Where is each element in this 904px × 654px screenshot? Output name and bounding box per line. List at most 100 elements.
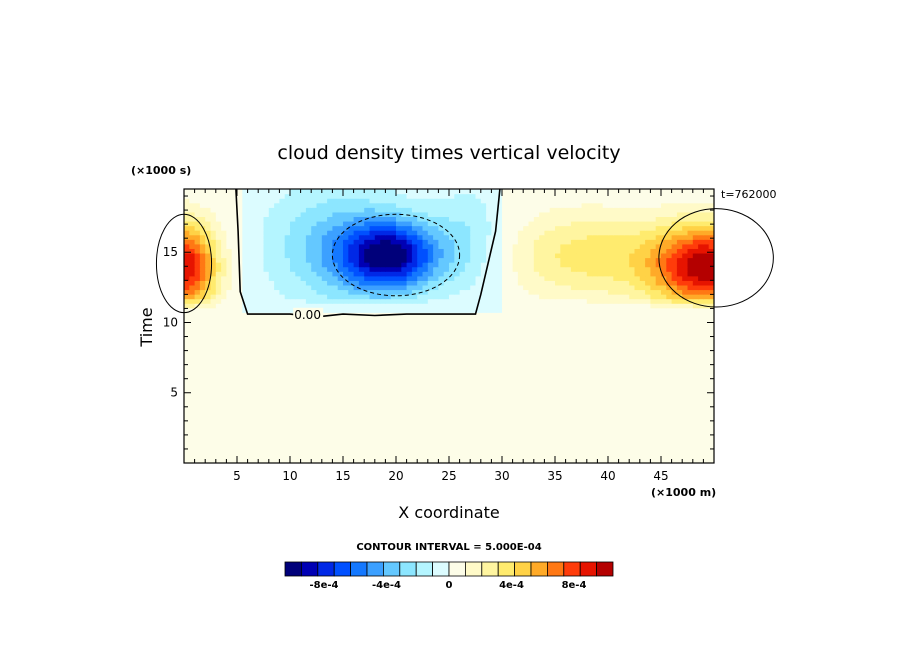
heatmap-cell	[237, 202, 243, 208]
heatmap-cell	[629, 225, 636, 231]
heatmap-cell	[252, 248, 259, 254]
heatmap-cell	[613, 266, 620, 272]
heatmap-cell	[380, 225, 386, 231]
heatmap-cell	[184, 298, 190, 304]
heatmap-cell	[364, 230, 371, 236]
heatmap-cell	[369, 202, 376, 208]
heatmap-cell	[401, 239, 408, 245]
heatmap-cell	[592, 298, 598, 304]
heatmap-cell	[570, 298, 577, 304]
heatmap-cell	[454, 202, 461, 208]
heatmap-cell	[427, 239, 434, 245]
heatmap-cell	[517, 198, 524, 204]
heatmap-cell	[247, 316, 254, 323]
colorbar-swatch	[317, 561, 335, 577]
heatmap-cell	[321, 257, 328, 263]
heatmap-cell	[427, 211, 434, 217]
heatmap-cell	[321, 230, 328, 236]
heatmap-cell	[237, 303, 243, 309]
heatmap-cell	[406, 207, 413, 213]
heatmap-cell	[205, 230, 212, 236]
heatmap-cell	[528, 234, 535, 240]
heatmap-cell	[687, 198, 694, 204]
heatmap-cell	[316, 216, 323, 222]
heatmap-cell	[486, 207, 492, 213]
heatmap-cell	[539, 225, 545, 231]
heatmap-cell	[565, 243, 572, 249]
heatmap-cell	[449, 216, 455, 222]
heatmap-cell	[623, 225, 630, 231]
heatmap-cell	[305, 298, 312, 304]
heatmap-cell	[358, 207, 365, 213]
heatmap-cell	[459, 316, 466, 323]
heatmap-cell	[231, 239, 238, 245]
heatmap-cell	[449, 257, 455, 263]
heatmap-cell	[512, 294, 519, 300]
heatmap-cell	[597, 243, 604, 249]
heatmap-cell	[459, 216, 466, 222]
heatmap-cell	[692, 312, 699, 318]
heatmap-cell	[411, 216, 418, 222]
heatmap-cell	[231, 207, 238, 213]
heatmap-cell	[692, 225, 699, 231]
heatmap-cell	[523, 307, 530, 313]
heatmap-cell	[274, 211, 280, 217]
heatmap-cell	[184, 307, 190, 313]
heatmap-cell	[295, 266, 302, 272]
heatmap-cell	[698, 280, 704, 286]
heatmap-cell	[210, 289, 217, 295]
heatmap-cell	[634, 207, 641, 213]
heatmap-cell	[608, 298, 614, 304]
heatmap-cell	[252, 207, 259, 213]
heatmap-cell	[708, 262, 714, 268]
heatmap-cell	[491, 298, 498, 304]
heatmap-cell	[459, 239, 466, 245]
heatmap-cell	[486, 307, 492, 313]
heatmap-cell	[549, 230, 556, 236]
heatmap-cell	[613, 262, 620, 268]
heatmap-cell	[194, 289, 201, 295]
heatmap-cell	[290, 271, 296, 277]
heatmap-cell	[369, 252, 376, 259]
heatmap-cell	[374, 243, 381, 249]
heatmap-cell	[210, 262, 217, 268]
heatmap-cell	[613, 202, 620, 208]
heatmap-cell	[597, 198, 604, 204]
heatmap-cell	[634, 316, 641, 323]
heatmap-cell	[602, 262, 609, 268]
heatmap-cell	[290, 266, 296, 272]
heatmap-cell	[475, 316, 482, 323]
heatmap-cell	[205, 211, 212, 217]
heatmap-cell	[708, 243, 714, 249]
heatmap-cell	[464, 257, 471, 263]
heatmap-cell	[258, 207, 265, 213]
heatmap-cell	[475, 262, 482, 268]
heatmap-cell	[645, 312, 651, 318]
heatmap-cell	[597, 303, 604, 309]
heatmap-cell	[523, 262, 530, 268]
heatmap-cell	[570, 207, 577, 213]
heatmap-cell	[676, 211, 683, 217]
heatmap-cell	[480, 298, 487, 304]
heatmap-cell	[369, 243, 376, 249]
heatmap-cell	[438, 211, 445, 217]
heatmap-cell	[252, 230, 259, 236]
heatmap-cell	[560, 252, 567, 259]
heatmap-cell	[348, 216, 355, 222]
heatmap-cell	[555, 220, 561, 227]
heatmap-cell	[199, 298, 206, 304]
heatmap-cell	[576, 234, 583, 240]
heatmap-cell	[268, 220, 275, 227]
heatmap-cell	[226, 257, 233, 263]
heatmap-cell	[205, 239, 212, 245]
heatmap-cell	[263, 316, 270, 323]
heatmap-cell	[576, 294, 583, 300]
heatmap-cell	[237, 220, 243, 227]
heatmap-cell	[602, 248, 609, 254]
heatmap-cell	[279, 248, 286, 254]
heatmap-cell	[671, 211, 678, 217]
heatmap-cell	[311, 294, 318, 300]
heatmap-cell	[655, 284, 662, 291]
heatmap-cell	[645, 316, 651, 323]
